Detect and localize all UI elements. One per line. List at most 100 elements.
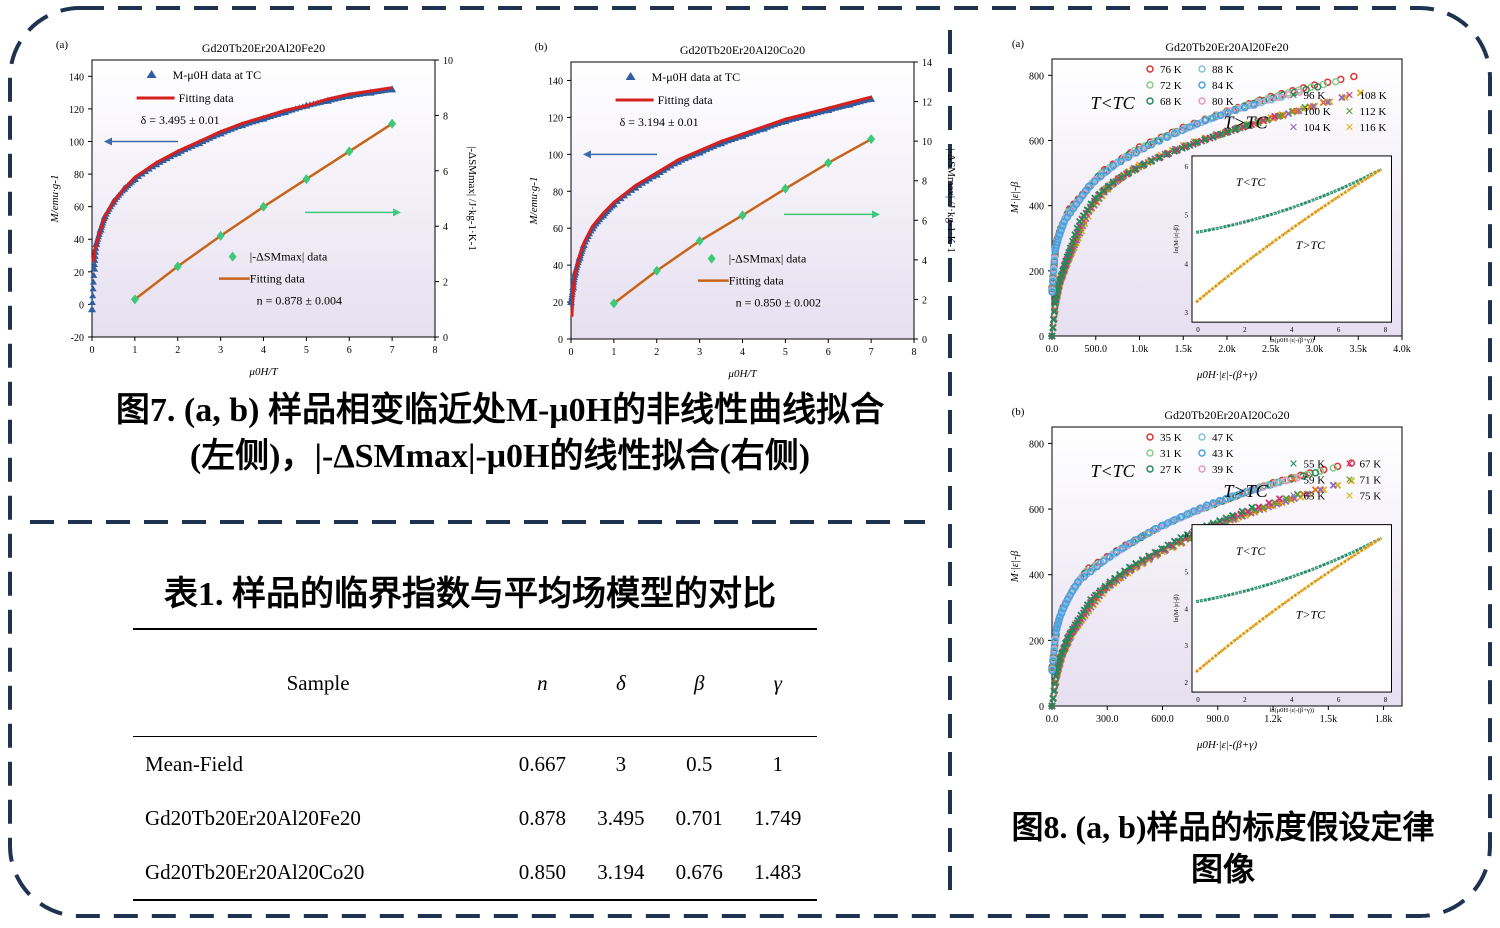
y-tick-label: 200	[1029, 636, 1044, 647]
legend-fit2-label: Fitting data	[729, 274, 785, 288]
legend-above-label: 116 K	[1360, 122, 1387, 134]
left-arrow-head	[583, 150, 591, 159]
chart-title: Gd20Tb20Er20Al20Fe20	[202, 41, 325, 55]
x-tick-label: 600.0	[1151, 714, 1174, 725]
fig8a-chart: (a) Gd20Tb20Er20Al20Fe20 0.0 500.0 1.0k 1.5k 2…	[1009, 38, 1411, 381]
inset-above-curve	[1195, 536, 1383, 674]
scaling-data-point	[1097, 172, 1105, 180]
scaling-data-point	[1224, 128, 1232, 136]
scaling-data-point	[1311, 469, 1320, 477]
scaling-data-point	[1048, 702, 1056, 710]
scaling-data-point	[1138, 532, 1147, 540]
legend-below-marker	[1146, 97, 1154, 105]
scaling-data-point	[1356, 89, 1365, 97]
scaling-data-point	[1051, 680, 1059, 688]
scaling-data-point	[1265, 499, 1273, 507]
legend-mh-marker	[625, 72, 636, 80]
x-tick-label: 1.8k	[1375, 714, 1393, 725]
mh-data-point	[88, 299, 96, 306]
scaling-data-point	[1125, 539, 1134, 548]
scaling-data-point	[1049, 694, 1057, 703]
scaling-data-point	[1170, 129, 1179, 138]
legend-above-label: 96 K	[1304, 90, 1326, 102]
scaling-data-point	[1048, 288, 1056, 296]
scaling-data-point	[1285, 91, 1293, 99]
scaling-data-point	[1275, 495, 1284, 503]
scaling-data-point	[1347, 459, 1356, 467]
legend-below-label: 80 K	[1212, 96, 1234, 108]
y-tick-label: 0	[558, 335, 563, 346]
right-arrow-head	[393, 208, 401, 217]
scaling-data-point	[1250, 101, 1258, 109]
x-tick-label: 5	[304, 345, 309, 356]
y-tick-label: 40	[553, 261, 563, 272]
scaling-data-point	[1222, 514, 1230, 522]
panel-letter: (b)	[1012, 406, 1025, 418]
scaling-data-point	[1338, 94, 1346, 102]
y2-tick-label: 0	[443, 333, 448, 344]
scaling-data-point	[1054, 282, 1062, 290]
scaling-data-point	[1109, 178, 1117, 186]
scaling-data-point	[1049, 657, 1057, 665]
y-tick-label: 120	[69, 105, 84, 116]
scaling-data-point	[1178, 144, 1186, 152]
x-tick-label: 0	[90, 345, 95, 356]
scaling-data-point	[1058, 649, 1066, 658]
legend-below-marker	[1198, 81, 1206, 89]
chart-title: Gd20Tb20Er20Al20Co20	[680, 43, 805, 57]
x-tick-label: 6	[826, 347, 831, 358]
scaling-data-point	[1057, 272, 1065, 280]
scaling-data-point	[1106, 553, 1114, 561]
scaling-data-point	[1186, 141, 1194, 149]
scaling-data-point	[1057, 226, 1065, 235]
inset-y-tick-label: 6	[1185, 163, 1189, 171]
legend-fit2-label: Fitting data	[250, 272, 306, 286]
scaling-data-point	[1329, 464, 1338, 472]
inset-y-tick-label: 5	[1185, 569, 1189, 577]
fig7-caption-line1: 图7. (a, b) 样品相变临近处M-μ0H的非线性曲线拟合	[115, 392, 885, 429]
ds-data-point	[302, 174, 311, 185]
x-tick-label: 3.0k	[1306, 344, 1324, 355]
scaling-data-point	[1178, 126, 1186, 135]
header-delta: δ	[581, 628, 661, 737]
x-tick-label: 500.0	[1085, 344, 1108, 355]
inset-y-axis-label: ln(M·|ε|-β)	[1173, 225, 1180, 253]
cell-gamma: 1.483	[738, 845, 817, 901]
scaling-data-point	[1048, 332, 1056, 340]
scaling-data-point	[1164, 519, 1172, 527]
scaling-data-point	[1201, 135, 1209, 144]
scaling-data-point	[1132, 559, 1140, 568]
scaling-data-point	[1313, 83, 1322, 91]
mh-fit-line	[91, 86, 393, 263]
x-tick-label: 3	[697, 347, 702, 358]
y2-tick-label: 14	[922, 58, 932, 69]
inset-y-tick-label: 3	[1185, 309, 1189, 317]
legend-below-label: 84 K	[1212, 80, 1234, 92]
inset-y-tick-label: 5	[1185, 212, 1189, 220]
legend-below-marker	[1198, 433, 1206, 441]
x-axis-label: μ0H/T	[727, 368, 757, 380]
y-tick-label: 100	[69, 137, 84, 148]
legend-mh-label: M-μ0H data at TC	[173, 68, 262, 82]
chart-title: Gd20Tb20Er20Al20Fe20	[1165, 40, 1288, 54]
inset-y-tick-label: 4	[1185, 260, 1189, 268]
table-row: Gd20Tb20Er20Al20Co20 0.850 3.194 0.676 1…	[133, 845, 817, 901]
scaling-data-point	[1193, 119, 1202, 128]
mh-data-point	[88, 305, 96, 313]
scaling-data-point	[1254, 503, 1263, 511]
scaling-data-point	[1108, 163, 1116, 172]
legend-below-label: 72 K	[1160, 80, 1182, 92]
fig8-caption: 图8. (a, b)样品的标度假设定律 图像	[958, 806, 1488, 890]
scaling-data-point	[1085, 182, 1093, 191]
scaling-data-point	[1049, 267, 1058, 276]
inset-x-tick-label: 2	[1243, 326, 1247, 334]
y-tick-label: -20	[71, 333, 84, 344]
scaling-data-point	[1201, 116, 1209, 125]
scaling-data-point	[1069, 237, 1077, 246]
scaling-data-point	[1056, 277, 1064, 285]
ds-data-point	[345, 146, 354, 157]
header-gamma: γ	[738, 628, 817, 737]
scaling-data-point	[1145, 552, 1153, 560]
inset-y-tick-label: 3	[1185, 642, 1189, 650]
table-header-row: Sample n δ β γ	[133, 628, 817, 737]
